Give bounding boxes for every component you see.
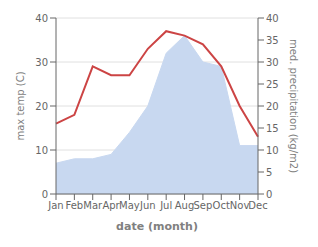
svg-text:Nov: Nov xyxy=(230,200,250,211)
svg-text:Dec: Dec xyxy=(248,200,267,211)
svg-text:Mar: Mar xyxy=(83,200,103,211)
svg-text:med. precipitation (kg/m2): med. precipitation (kg/m2) xyxy=(288,39,299,173)
svg-text:Sep: Sep xyxy=(193,200,212,211)
svg-text:0: 0 xyxy=(42,189,48,200)
svg-text:10: 10 xyxy=(266,145,279,156)
svg-text:30: 30 xyxy=(266,57,279,68)
svg-text:max temp (C): max temp (C) xyxy=(15,71,26,140)
svg-text:0: 0 xyxy=(266,189,272,200)
svg-text:35: 35 xyxy=(266,35,279,46)
svg-text:5: 5 xyxy=(266,167,272,178)
svg-text:20: 20 xyxy=(35,101,48,112)
svg-text:Jun: Jun xyxy=(139,200,156,211)
svg-text:25: 25 xyxy=(266,79,279,90)
svg-text:40: 40 xyxy=(266,13,279,24)
svg-text:Feb: Feb xyxy=(66,200,84,211)
svg-text:30: 30 xyxy=(35,57,48,68)
svg-text:20: 20 xyxy=(266,101,279,112)
svg-text:Aug: Aug xyxy=(175,200,195,211)
svg-text:Oct: Oct xyxy=(213,200,230,211)
svg-text:40: 40 xyxy=(35,13,48,24)
svg-text:10: 10 xyxy=(35,145,48,156)
svg-text:Jul: Jul xyxy=(159,200,172,211)
svg-text:Apr: Apr xyxy=(102,200,120,211)
svg-text:May: May xyxy=(119,200,140,211)
svg-text:Jan: Jan xyxy=(47,200,63,211)
svg-text:date (month): date (month) xyxy=(116,220,198,233)
svg-text:15: 15 xyxy=(266,123,279,134)
